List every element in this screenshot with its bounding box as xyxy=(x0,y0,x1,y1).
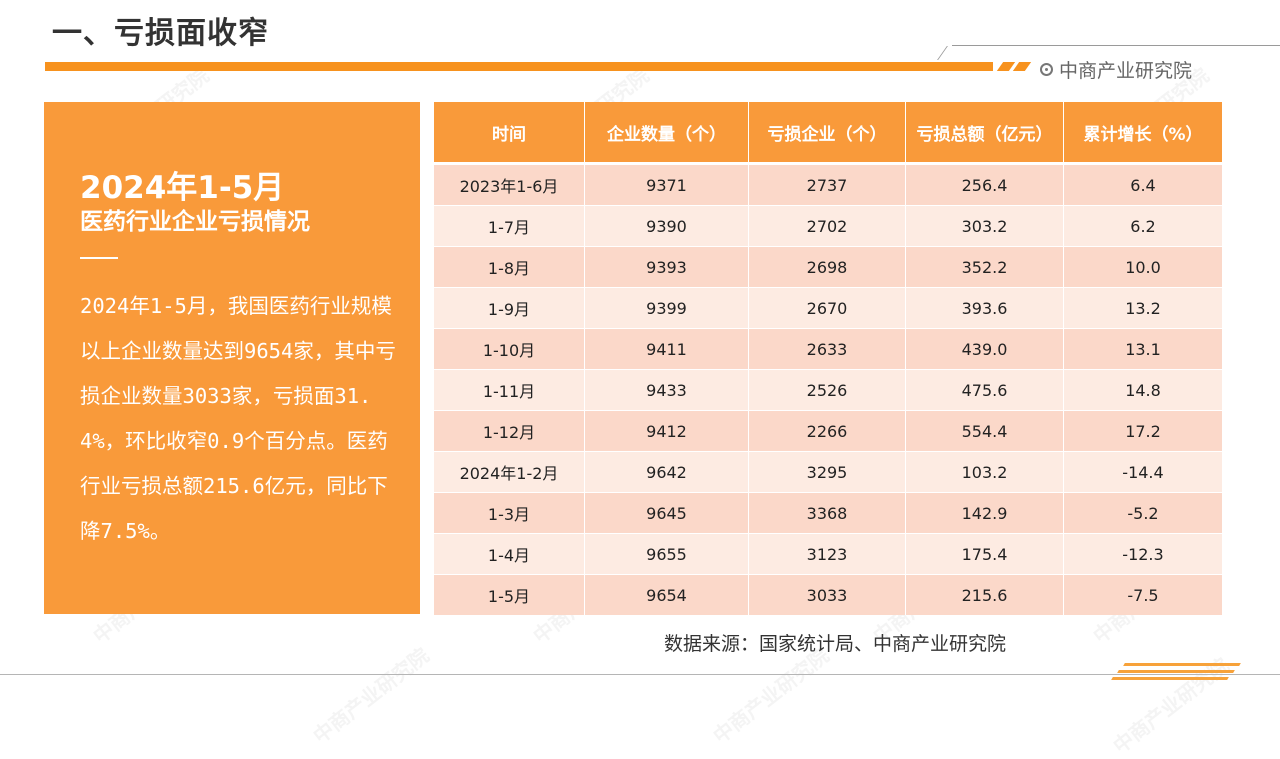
table-cell: 1-7月 xyxy=(434,205,585,246)
table-cell: 1-12月 xyxy=(434,410,585,451)
column-header: 时间 xyxy=(434,102,585,162)
table-cell: 2266 xyxy=(749,410,906,451)
table-cell: 1-5月 xyxy=(434,574,585,615)
column-header: 亏损企业（个） xyxy=(749,102,906,162)
table-cell: -7.5 xyxy=(1064,574,1222,615)
data-source-note: 数据来源：国家统计局、中商产业研究院 xyxy=(664,633,1007,655)
table-cell: 17.2 xyxy=(1064,410,1222,451)
data-table: 时间 企业数量（个） 亏损企业（个） 亏损总额（亿元） 累计增长（%） 2023… xyxy=(434,102,1222,615)
table-cell: 439.0 xyxy=(906,328,1064,369)
table-cell: 9645 xyxy=(585,492,749,533)
table-row: 1-5月 9654 3033 215.6 -7.5 xyxy=(434,574,1222,615)
summary-subtitle: 医药行业企业亏损情况 xyxy=(80,209,310,235)
header-accent-bar xyxy=(45,62,993,71)
table-cell: 9390 xyxy=(585,205,749,246)
table-cell: 3295 xyxy=(749,451,906,492)
table-row: 1-7月 9390 2702 303.2 6.2 xyxy=(434,205,1222,246)
table-cell: 393.6 xyxy=(906,287,1064,328)
table-cell: 1-11月 xyxy=(434,369,585,410)
header-rule xyxy=(952,45,1280,46)
brand-logo-icon xyxy=(1040,63,1053,76)
table-cell: 3123 xyxy=(749,533,906,574)
table-cell: 103.2 xyxy=(906,451,1064,492)
table-cell: 1-10月 xyxy=(434,328,585,369)
table-row: 1-9月 9399 2670 393.6 13.2 xyxy=(434,287,1222,328)
table-cell: 6.4 xyxy=(1064,162,1222,205)
table-cell: 9399 xyxy=(585,287,749,328)
table-cell: 303.2 xyxy=(906,205,1064,246)
table-row: 2024年1-2月 9642 3295 103.2 -14.4 xyxy=(434,451,1222,492)
table-cell: 9371 xyxy=(585,162,749,205)
table-row: 1-12月 9412 2266 554.4 17.2 xyxy=(434,410,1222,451)
accent-slash-2 xyxy=(1012,62,1032,71)
footer-stripe xyxy=(1123,663,1241,666)
table-cell: 2024年1-2月 xyxy=(434,451,585,492)
column-header: 亏损总额（亿元） xyxy=(906,102,1064,162)
watermark: 中商产业研究院 xyxy=(308,643,434,749)
table-cell: 3033 xyxy=(749,574,906,615)
table-row: 1-11月 9433 2526 475.6 14.8 xyxy=(434,369,1222,410)
summary-panel: 2024年1-5月 医药行业企业亏损情况 2024年1-5月，我国医药行业规模以… xyxy=(44,102,420,614)
footer-accent-stripes xyxy=(1108,661,1248,683)
table-cell: 9654 xyxy=(585,574,749,615)
table-row: 1-4月 9655 3123 175.4 -12.3 xyxy=(434,533,1222,574)
page-title: 一、亏损面收窄 xyxy=(52,16,269,51)
watermark: 中商产业研究院 xyxy=(708,643,834,749)
table-cell: 175.4 xyxy=(906,533,1064,574)
table-cell: 475.6 xyxy=(906,369,1064,410)
table-cell: 14.8 xyxy=(1064,369,1222,410)
table-cell: 215.6 xyxy=(906,574,1064,615)
table-row: 1-3月 9645 3368 142.9 -5.2 xyxy=(434,492,1222,533)
brand: 中商产业研究院 xyxy=(1040,56,1192,83)
table-header-row: 时间 企业数量（个） 亏损企业（个） 亏损总额（亿元） 累计增长（%） xyxy=(434,102,1222,162)
table-cell: -5.2 xyxy=(1064,492,1222,533)
table-row: 1-8月 9393 2698 352.2 10.0 xyxy=(434,246,1222,287)
summary-body: 2024年1-5月，我国医药行业规模以上企业数量达到9654家，其中亏损企业数量… xyxy=(80,294,396,543)
table-cell: 2670 xyxy=(749,287,906,328)
column-header: 企业数量（个） xyxy=(585,102,749,162)
table-row: 1-10月 9411 2633 439.0 13.1 xyxy=(434,328,1222,369)
table-cell: -14.4 xyxy=(1064,451,1222,492)
table-row: 2023年1-6月 9371 2737 256.4 6.4 xyxy=(434,162,1222,205)
table-cell: 142.9 xyxy=(906,492,1064,533)
summary-year-title: 2024年1-5月 xyxy=(80,170,285,206)
footer-rule xyxy=(0,674,1280,675)
table-cell: 3368 xyxy=(749,492,906,533)
table-cell: -12.3 xyxy=(1064,533,1222,574)
table-cell: 2526 xyxy=(749,369,906,410)
table-cell: 256.4 xyxy=(906,162,1064,205)
table-cell: 9411 xyxy=(585,328,749,369)
table-cell: 2633 xyxy=(749,328,906,369)
table-cell: 1-3月 xyxy=(434,492,585,533)
table-cell: 9412 xyxy=(585,410,749,451)
table-cell: 554.4 xyxy=(906,410,1064,451)
footer-stripe xyxy=(1117,670,1235,673)
table-cell: 2698 xyxy=(749,246,906,287)
table-cell: 352.2 xyxy=(906,246,1064,287)
table-cell: 1-4月 xyxy=(434,533,585,574)
table-cell: 2737 xyxy=(749,162,906,205)
table-cell: 2023年1-6月 xyxy=(434,162,585,205)
table-cell: 10.0 xyxy=(1064,246,1222,287)
table-cell: 6.2 xyxy=(1064,205,1222,246)
table-cell: 1-8月 xyxy=(434,246,585,287)
column-header: 累计增长（%） xyxy=(1064,102,1222,162)
table-cell: 9433 xyxy=(585,369,749,410)
table-cell: 13.1 xyxy=(1064,328,1222,369)
table-cell: 1-9月 xyxy=(434,287,585,328)
table-cell: 2702 xyxy=(749,205,906,246)
table-cell: 9642 xyxy=(585,451,749,492)
table-cell: 13.2 xyxy=(1064,287,1222,328)
brand-name: 中商产业研究院 xyxy=(1059,60,1193,82)
footer-stripe xyxy=(1111,677,1229,680)
header-rule-slant xyxy=(937,46,948,60)
table-cell: 9393 xyxy=(585,246,749,287)
table-cell: 9655 xyxy=(585,533,749,574)
data-table-container: 时间 企业数量（个） 亏损企业（个） 亏损总额（亿元） 累计增长（%） 2023… xyxy=(434,102,1222,615)
summary-divider xyxy=(80,257,118,259)
